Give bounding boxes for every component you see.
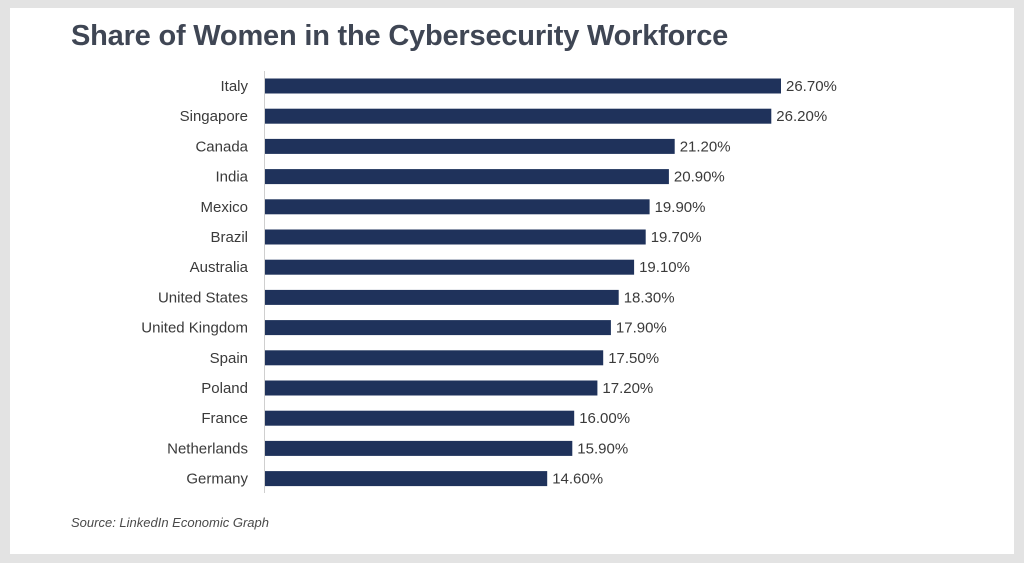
category-label: United States: [158, 289, 248, 306]
bar-spain: [265, 350, 604, 366]
category-label: United Kingdom: [141, 320, 248, 337]
category-label: France: [201, 410, 248, 427]
value-label: 17.20%: [602, 380, 653, 397]
bar-poland: [265, 380, 598, 396]
value-label: 20.90%: [674, 169, 725, 186]
bar-netherlands: [265, 440, 573, 456]
category-label: Brazil: [210, 229, 248, 246]
bar-canada: [265, 138, 675, 154]
category-label: Poland: [201, 380, 248, 397]
chart-source: Source: LinkedIn Economic Graph: [71, 515, 269, 530]
bar-singapore: [265, 108, 772, 124]
bar-united-states: [265, 289, 619, 305]
bar-mexico: [265, 199, 650, 215]
value-label: 18.30%: [624, 289, 675, 306]
category-label: Germany: [186, 471, 248, 488]
bar-australia: [265, 259, 635, 275]
chart-card: Share of Women in the Cybersecurity Work…: [10, 8, 1014, 554]
category-label: Spain: [210, 350, 248, 367]
category-label: Australia: [190, 259, 249, 276]
category-label: Italy: [220, 78, 248, 95]
value-label: 17.50%: [608, 350, 659, 367]
bar-italy: [265, 78, 781, 94]
value-label: 19.10%: [639, 259, 690, 276]
value-label: 15.90%: [577, 440, 628, 457]
value-label: 21.20%: [680, 138, 731, 155]
value-label: 26.70%: [786, 78, 837, 95]
category-label: Canada: [195, 138, 248, 155]
category-label: Mexico: [200, 199, 248, 216]
bar-germany: [265, 471, 548, 487]
bar-united-kingdom: [265, 320, 611, 336]
bar-india: [265, 169, 669, 185]
bar-france: [265, 410, 575, 426]
chart-title: Share of Women in the Cybersecurity Work…: [71, 20, 729, 52]
bars-group: Italy 26.70% Singapore 26.20% Canada 21.20% In…: [141, 78, 837, 488]
category-label: India: [215, 169, 248, 186]
value-label: 19.90%: [655, 199, 706, 216]
category-label: Singapore: [180, 108, 248, 125]
value-label: 14.60%: [552, 471, 603, 488]
value-label: 17.90%: [616, 320, 667, 337]
value-label: 16.00%: [579, 410, 630, 427]
category-label: Netherlands: [167, 440, 248, 457]
value-label: 26.20%: [776, 108, 827, 125]
bar-brazil: [265, 229, 646, 245]
value-label: 19.70%: [651, 229, 702, 246]
